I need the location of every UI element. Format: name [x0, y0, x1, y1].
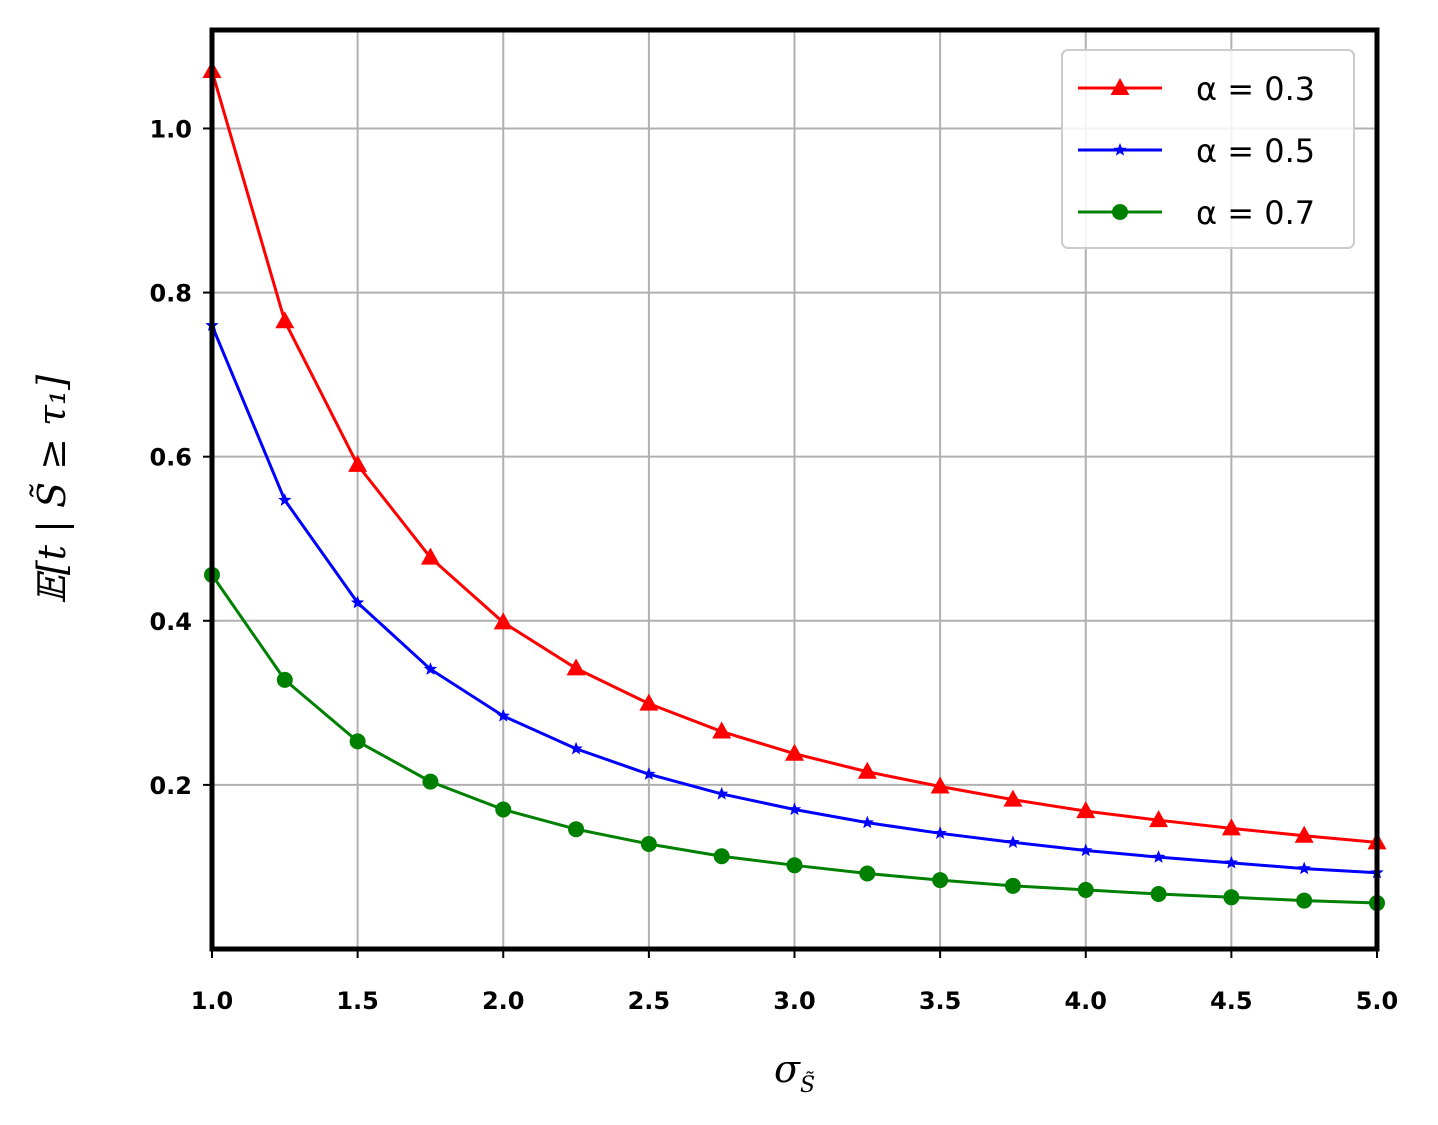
y-axis-label: 𝔼[t | S̃ ≥ τ₁] [30, 375, 74, 604]
data-point [276, 671, 293, 688]
data-point [712, 721, 732, 739]
data-point [493, 612, 513, 630]
y-tick-label: 0.6 [149, 444, 192, 472]
data-point [275, 311, 295, 329]
data-point [349, 733, 366, 750]
data-point [1151, 850, 1166, 863]
x-tick-label: 1.0 [191, 987, 234, 1015]
data-point [420, 547, 440, 565]
data-point [1003, 789, 1023, 807]
data-point [350, 595, 365, 609]
data-point [422, 773, 439, 790]
data-point [278, 493, 292, 506]
data-point [787, 802, 802, 816]
data-point [1223, 889, 1240, 906]
data-point [640, 835, 657, 852]
legend-label: α = 0.7 [1196, 194, 1315, 232]
series-2 [205, 318, 1384, 879]
legend-marker [1110, 78, 1130, 95]
data-point [566, 658, 586, 676]
data-point [1076, 801, 1096, 819]
data-point [930, 776, 950, 794]
data-point [1224, 855, 1239, 869]
x-tick-label: 2.0 [482, 987, 525, 1015]
data-point [785, 743, 804, 761]
legend-marker [1113, 143, 1127, 156]
legend-marker [1112, 204, 1128, 220]
data-point [1297, 861, 1311, 875]
data-point [423, 662, 438, 675]
x-tick-label: 3.5 [919, 987, 962, 1015]
y-tick-label: 1.0 [149, 115, 192, 143]
legend-item: α = 0.5 [1078, 132, 1315, 170]
data-point [568, 821, 585, 838]
y-tick-label: 0.2 [149, 772, 192, 800]
data-point [857, 761, 877, 779]
x-tick-label: 3.0 [773, 987, 816, 1015]
x-tick-label: 4.5 [1210, 987, 1253, 1015]
data-point [1004, 877, 1021, 894]
data-point [1294, 825, 1314, 843]
data-point [642, 767, 656, 780]
data-point [495, 801, 512, 818]
y-tick-label: 0.4 [149, 608, 192, 636]
data-point [786, 857, 803, 874]
tick-labels: 1.0 1.5 2.0 2.5 3.0 3.5 4.0 4.5 5.0 0.2 0.4 0.6 0.8 1… [149, 115, 1398, 1015]
data-point [569, 741, 583, 755]
legend: α = 0.3 α = 0.5 α = 0.7 [1061, 49, 1355, 249]
x-axis-label-sub: S̃ [800, 1072, 815, 1098]
legend-item: α = 0.3 [1078, 70, 1315, 108]
x-axis-label: σS̃ [774, 1047, 815, 1098]
x-tick-label: 4.0 [1064, 987, 1107, 1015]
series-layer [202, 61, 1387, 912]
data-point [859, 865, 876, 882]
data-point [1221, 818, 1241, 836]
data-point [1149, 810, 1169, 828]
legend-label: α = 0.5 [1196, 132, 1315, 170]
data-point [496, 708, 510, 722]
data-point [1077, 881, 1094, 898]
data-point [1079, 843, 1093, 857]
series-3 [204, 566, 1385, 912]
data-point [932, 872, 949, 889]
x-axis-label-main: σ [774, 1047, 801, 1091]
data-point [348, 454, 368, 472]
data-point [933, 826, 947, 839]
tick-marks [203, 127, 1378, 958]
legend-label: α = 0.3 [1196, 70, 1315, 108]
y-tick-label: 0.8 [149, 280, 192, 308]
data-point [860, 815, 874, 829]
data-point [639, 693, 659, 711]
x-tick-label: 5.0 [1356, 987, 1399, 1015]
legend-box [1061, 49, 1355, 249]
data-point [1006, 835, 1020, 848]
legend-item: α = 0.7 [1078, 194, 1315, 232]
x-tick-label: 1.5 [336, 987, 379, 1015]
data-point [1150, 886, 1167, 903]
data-point [715, 786, 729, 800]
data-point [713, 848, 730, 865]
data-point [1296, 892, 1313, 909]
series-1 [202, 61, 1387, 850]
x-tick-label: 2.5 [628, 987, 671, 1015]
